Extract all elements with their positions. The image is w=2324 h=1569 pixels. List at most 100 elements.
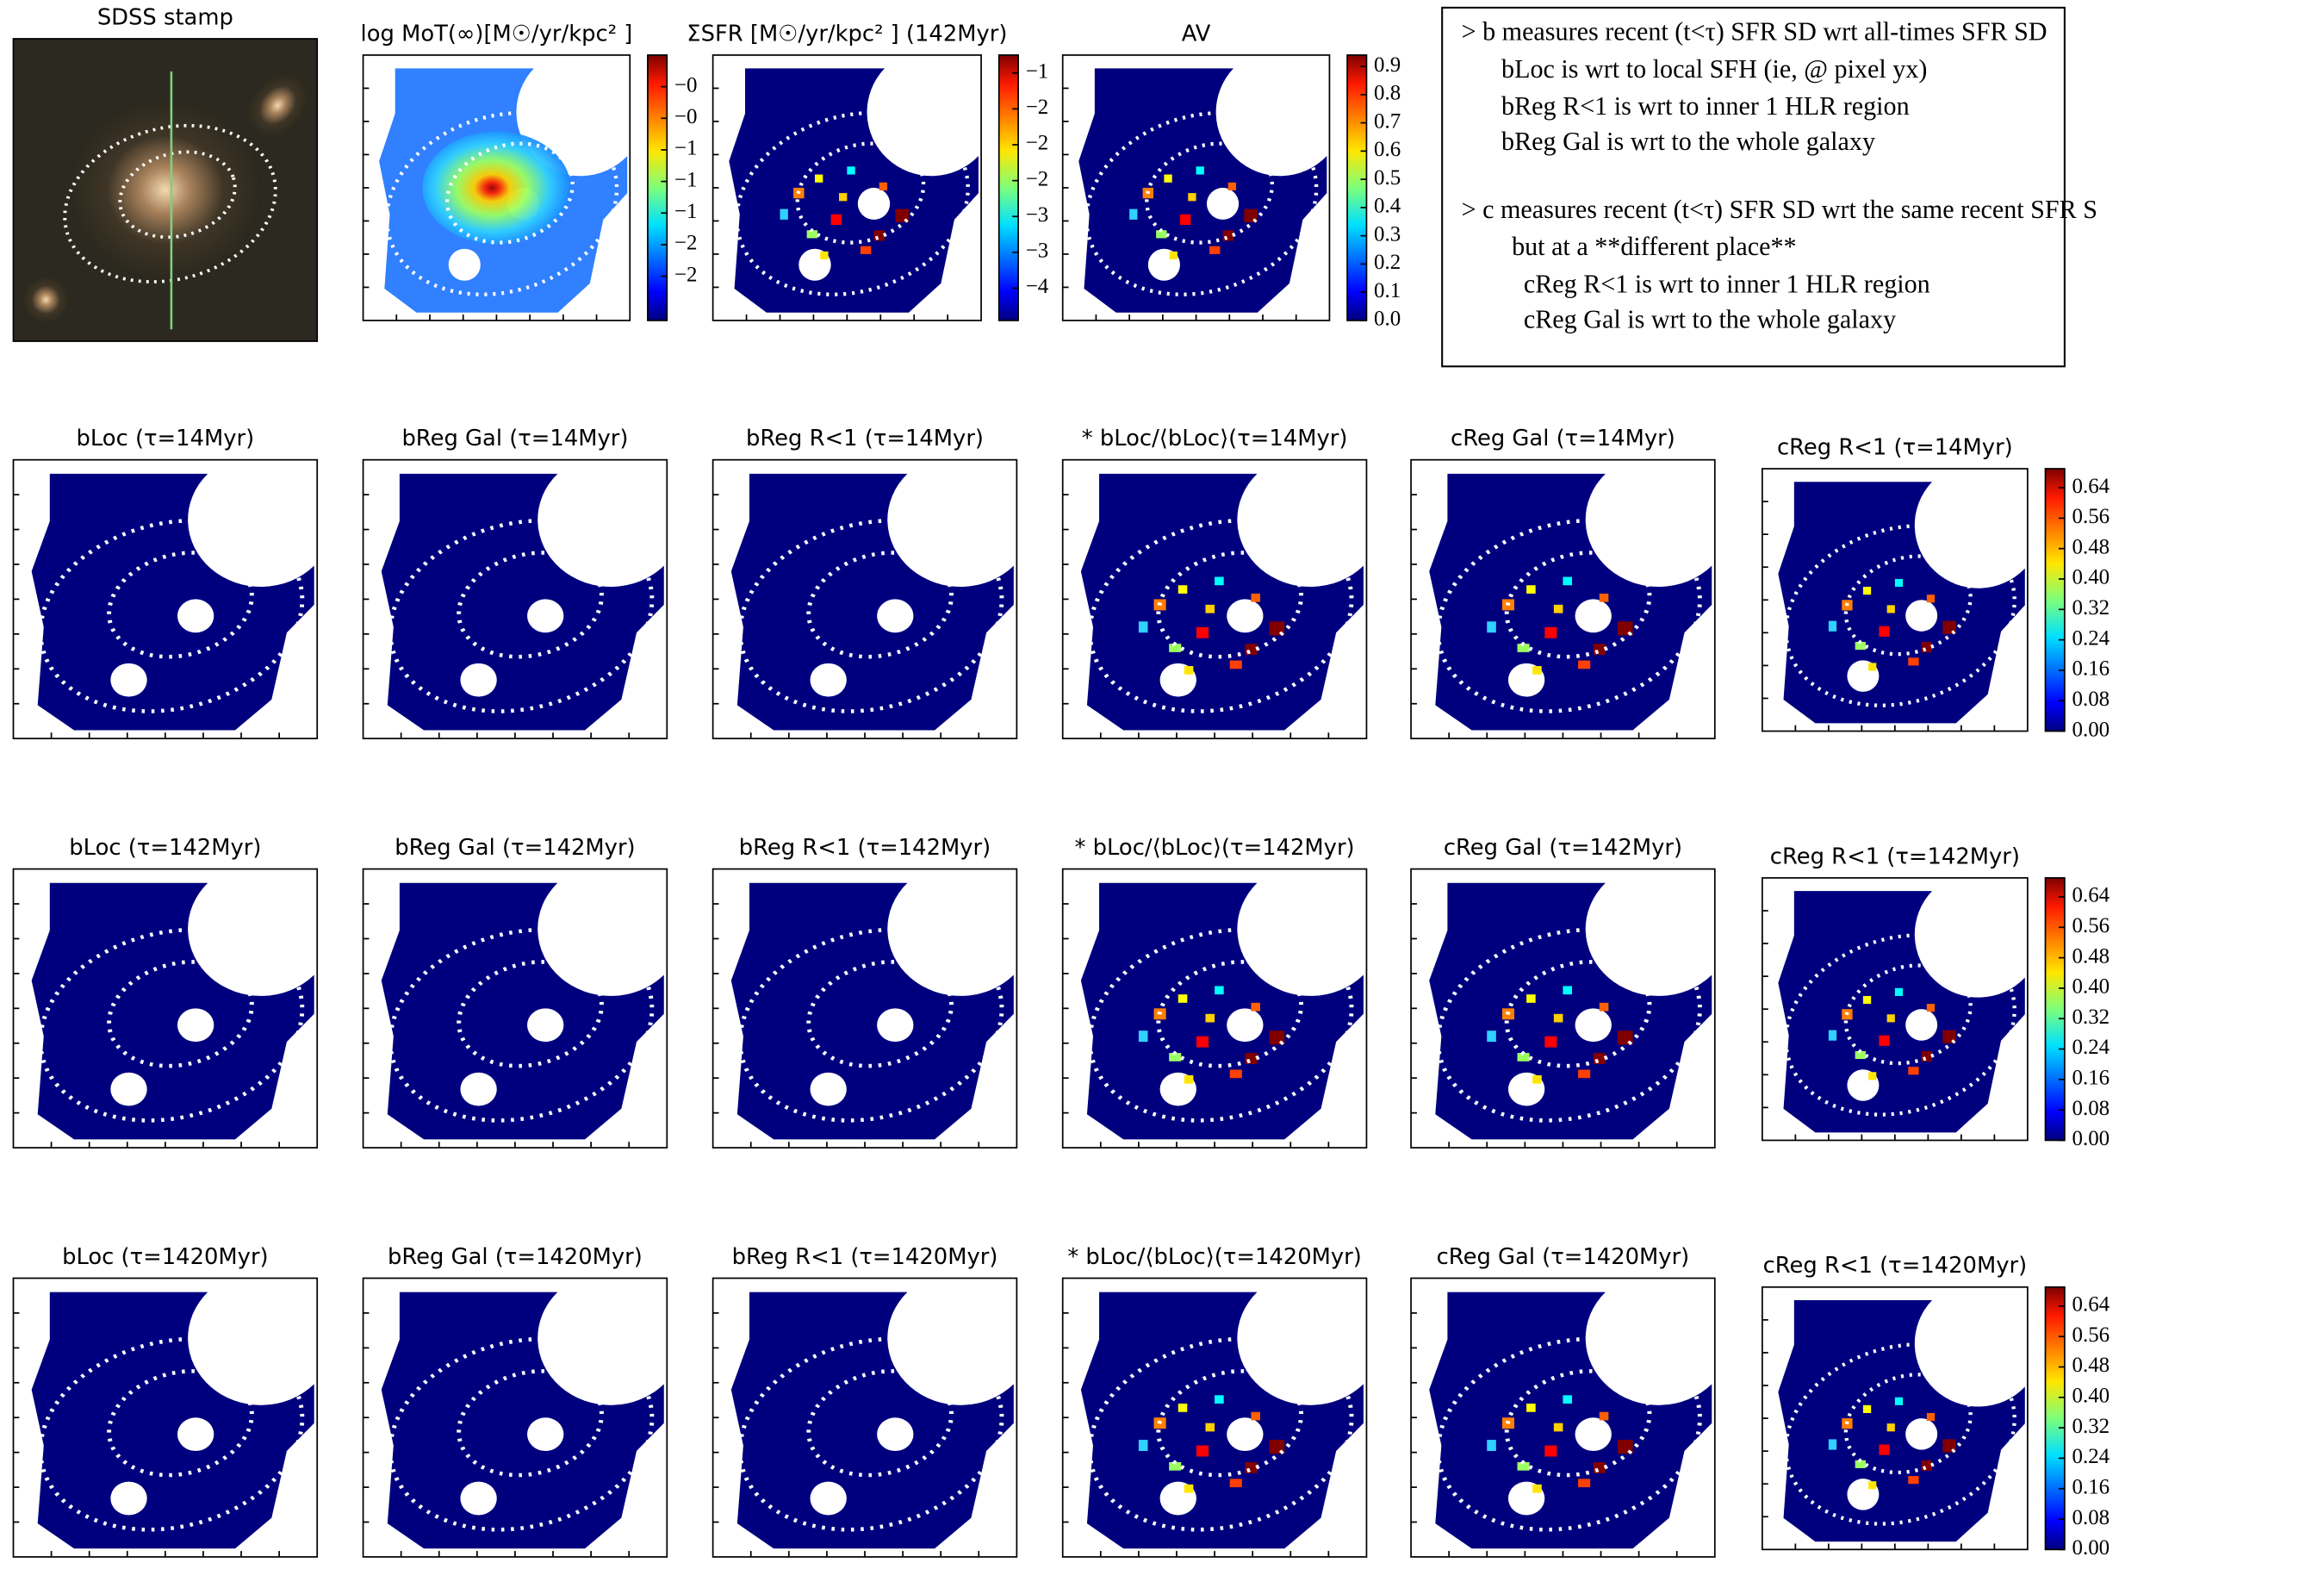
frame (1410, 868, 1716, 1149)
panel-title: bReg Gal (τ=1420Myr) (388, 1244, 643, 1270)
colorbar-label: −1 (1026, 59, 1049, 83)
colorbar-label: 0.08 (2072, 1097, 2110, 1120)
map (1411, 1292, 1727, 1560)
panel-title: SDSS stamp (97, 4, 233, 30)
panel-title: cReg Gal (τ=142Myr) (1444, 835, 1682, 861)
galaxy-map (1778, 1300, 2025, 1542)
colorbar-label: 0.2 (1374, 251, 1401, 274)
frame (12, 458, 319, 740)
map (363, 473, 679, 741)
colorbar-label: −3 (1026, 240, 1049, 263)
colorbar-label: 0.56 (2072, 505, 2110, 528)
colorbar-label: 0.32 (2072, 1415, 2110, 1438)
galaxy-map (1429, 882, 1712, 1140)
colorbar-label: −2 (674, 232, 698, 255)
frame (1061, 868, 1368, 1149)
colorbar (997, 54, 1019, 321)
colorbar-label: 0.00 (2072, 1127, 2110, 1150)
map (1411, 473, 1727, 741)
map (1063, 882, 1379, 1150)
map (713, 68, 992, 323)
galaxy-map (381, 1292, 664, 1549)
map (712, 882, 1028, 1150)
map (1063, 1292, 1379, 1560)
panel-title: cReg Gal (τ=1420Myr) (1437, 1244, 1690, 1270)
map (1762, 891, 2039, 1143)
frame (1410, 1277, 1716, 1558)
frame (711, 458, 1018, 740)
frame (1410, 458, 1716, 740)
note-line: bReg R<1 is wrt to inner 1 HLR region (1501, 91, 1910, 121)
panel-title: cReg R<1 (τ=14Myr) (1777, 434, 2013, 460)
galaxy (246, 72, 308, 138)
colorbar-label: 0.8 (1374, 82, 1401, 105)
map (13, 1292, 329, 1560)
colorbar-label: 0.16 (2072, 1475, 2110, 1498)
colorbar-label: 0.40 (2072, 975, 2110, 999)
note-line: but at a **different place** (1512, 232, 1797, 261)
map (712, 1292, 1028, 1560)
panel-title: bReg R<1 (τ=1420Myr) (732, 1244, 998, 1270)
colorbar-label: −3 (1026, 203, 1049, 227)
frame (1762, 1286, 2029, 1551)
panel-title: bLoc (τ=14Myr) (77, 426, 255, 451)
map (1063, 473, 1379, 741)
colorbar-label: 0.00 (2072, 718, 2110, 741)
frame (1762, 877, 2029, 1142)
colorbar-label: −0 (674, 105, 698, 128)
colorbar-label: 0.5 (1374, 166, 1401, 190)
frame (1061, 1277, 1368, 1558)
map (1762, 482, 2039, 733)
colorbar-label: 0.16 (2072, 1067, 2110, 1090)
panel-title: cReg R<1 (τ=1420Myr) (1763, 1253, 2028, 1279)
notes-box (1441, 6, 2066, 368)
galaxy-map (730, 1292, 1014, 1549)
frame (12, 1277, 319, 1558)
galaxy-map (730, 882, 1014, 1140)
colorbar-label: 0.1 (1374, 279, 1401, 302)
map (1411, 882, 1727, 1150)
galaxy (67, 99, 263, 281)
colorbar-label: −1 (674, 168, 698, 191)
colorbar-label: −2 (1026, 132, 1049, 155)
colorbar-label: −4 (1026, 275, 1049, 298)
galaxy-map (1080, 882, 1364, 1140)
map (13, 473, 329, 741)
colorbar-label: −2 (1026, 96, 1049, 119)
frame (362, 1277, 668, 1558)
colorbar-label: 0.24 (2072, 1036, 2110, 1059)
colorbar-label: 0.9 (1374, 53, 1401, 77)
note-line: cReg R<1 is wrt to inner 1 HLR region (1524, 269, 1930, 298)
colorbar-label: 0.00 (2072, 1536, 2110, 1560)
galaxy-map (1429, 1292, 1712, 1549)
frame (711, 54, 982, 321)
colorbar-label: 0.32 (2072, 1006, 2110, 1029)
colorbar-label: 0.32 (2072, 596, 2110, 620)
galaxy-map (1078, 68, 1327, 313)
galaxy-map (1080, 1292, 1364, 1549)
colorbar (2044, 468, 2066, 732)
galaxy-map (1429, 473, 1712, 731)
galaxy-map (1778, 482, 2025, 724)
colorbar-label: 0.24 (2072, 1445, 2110, 1468)
map (363, 882, 679, 1150)
panel-title: bLoc (τ=1420Myr) (62, 1244, 269, 1270)
panel-title: cReg R<1 (τ=142Myr) (1770, 844, 2020, 869)
colorbar (647, 54, 668, 321)
frame (362, 458, 668, 740)
galaxy-map (31, 1292, 314, 1549)
colorbar-label: −2 (674, 263, 698, 286)
frame (362, 54, 631, 321)
colorbar-label: 0.64 (2072, 884, 2110, 907)
galaxy (22, 276, 70, 324)
colorbar (2044, 877, 2066, 1142)
colorbar-label: 0.40 (2072, 1385, 2110, 1408)
colorbar-label: 0.16 (2072, 657, 2110, 681)
frame (12, 868, 319, 1149)
note-line: > c measures recent (t<τ) SFR SD wrt the… (1462, 195, 2097, 224)
colorbar-label: 0.56 (2072, 1323, 2110, 1347)
frame (12, 38, 319, 342)
galaxy-map (730, 473, 1014, 731)
panel-title: * bLoc/⟨bLoc⟩(τ=14Myr) (1082, 426, 1348, 451)
